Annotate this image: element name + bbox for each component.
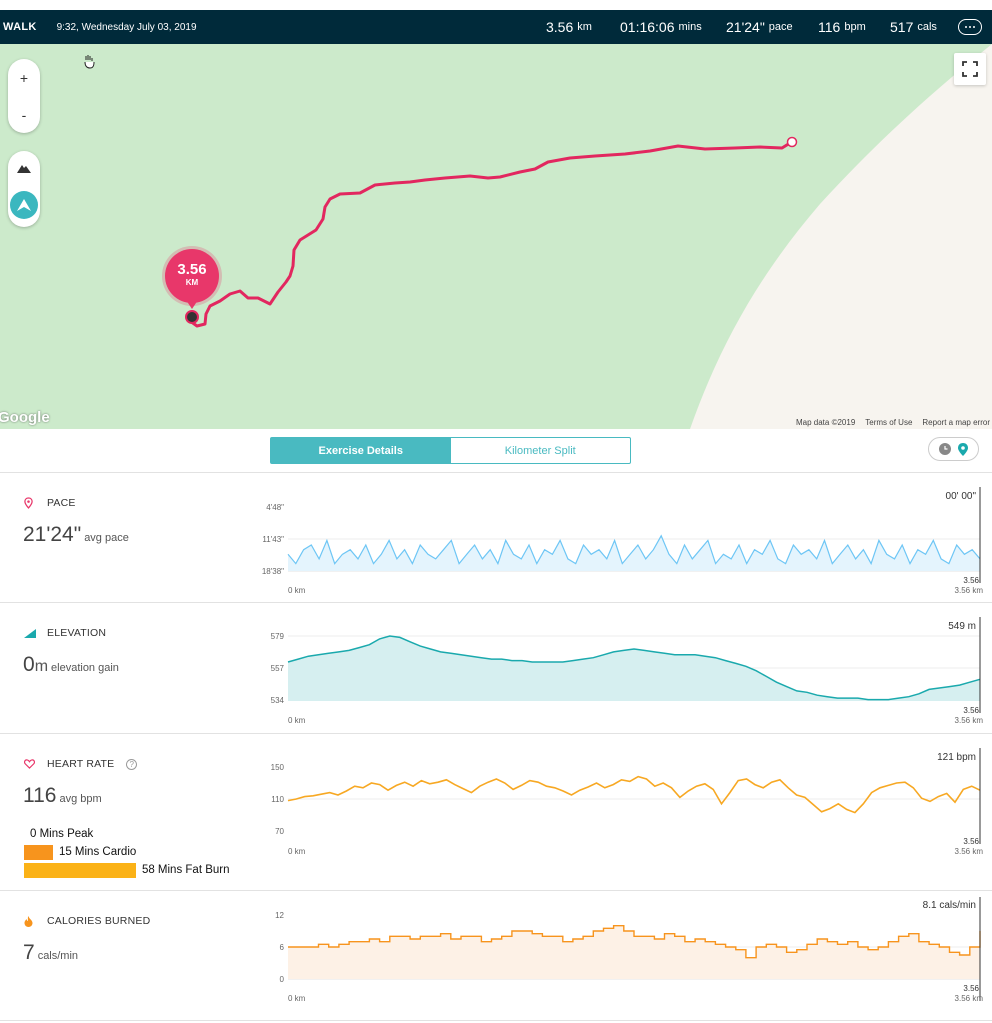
- y-tick: 557: [271, 664, 285, 673]
- current-value: 00' 00": [946, 491, 977, 502]
- x-end-value: 3.56: [963, 837, 979, 846]
- mountain-chart-icon: [24, 628, 38, 638]
- map-data-label: Map data ©2019: [796, 418, 856, 427]
- current-value: 121 bpm: [937, 752, 976, 763]
- activity-type: WALK: [3, 21, 37, 33]
- pace-title: PACE: [24, 497, 76, 509]
- x-start: 0 km: [288, 716, 306, 725]
- route-map[interactable]: + - 3.56 KM Google Map data ©2019 Terms …: [0, 44, 992, 429]
- heart-rate-value: 116 avg bpm: [23, 784, 102, 807]
- zoom-out-button[interactable]: -: [21, 106, 27, 123]
- y-tick: 11'43": [262, 535, 284, 544]
- x-start: 0 km: [288, 994, 306, 1003]
- location-pin-icon: [24, 497, 38, 509]
- calories-title: CALORIES BURNED: [24, 915, 150, 927]
- calories-line: [288, 925, 981, 959]
- location-pin-icon[interactable]: [958, 442, 969, 456]
- x-end-value: 3.56: [963, 706, 979, 715]
- calories-value: 7 cals/min: [23, 941, 79, 964]
- map-attribution: Map data ©2019 Terms of Use Report a map…: [796, 418, 990, 427]
- calories-chart: 12 6 0 8.1 cals/min 0 km 3.56 3.56 km: [275, 897, 984, 1003]
- x-end-value: 3.56: [963, 984, 979, 993]
- x-start: 0 km: [288, 586, 306, 595]
- calories-section: CALORIES BURNED 7 cals/min 12 6 0 8.1 cal…: [0, 891, 992, 1021]
- flame-icon: [24, 915, 38, 927]
- help-icon[interactable]: ?: [126, 758, 138, 770]
- current-value: 8.1 cals/min: [923, 900, 976, 911]
- hand-cursor-icon: [84, 55, 95, 69]
- map-canvas: [84, 44, 992, 429]
- y-tick: 4'48": [266, 503, 284, 512]
- detail-tabs: Exercise Details Kilometer Split: [270, 437, 631, 464]
- route-start-marker: [786, 136, 798, 148]
- activity-header: WALK 9:32, Wednesday July 03, 2019 3.56 k…: [0, 10, 992, 44]
- tab-kilometer-split[interactable]: Kilometer Split: [504, 444, 576, 457]
- y-tick: 70: [275, 827, 284, 836]
- y-tick: 579: [271, 632, 285, 641]
- report-error-link[interactable]: Report a map error: [922, 418, 990, 427]
- y-tick: 12: [275, 911, 284, 920]
- pace-stat: 21'24" pace: [726, 19, 793, 35]
- zoom-in-button[interactable]: +: [19, 69, 29, 86]
- elevation-line: [287, 635, 981, 701]
- zone-peak: 0 Mins Peak: [30, 828, 94, 840]
- terms-link[interactable]: Terms of Use: [865, 418, 913, 427]
- y-tick: 534: [271, 696, 285, 705]
- heart-rate-section: HEART RATE ? 116 avg bpm 0 Mins Peak 15 M…: [0, 734, 992, 891]
- x-end: 3.56 km: [955, 847, 984, 856]
- activity-datetime: 9:32, Wednesday July 03, 2019: [56, 21, 197, 33]
- zone-fat-burn: 58 Mins Fat Burn: [24, 861, 230, 879]
- google-logo: Google: [0, 409, 50, 426]
- clock-icon[interactable]: [938, 443, 951, 455]
- mountain-icon[interactable]: [8, 151, 40, 185]
- pace-area: [288, 535, 980, 571]
- elevation-area: [288, 636, 980, 701]
- y-tick: 18'38": [262, 567, 284, 576]
- pace-chart: 4'48" 11'43" 18'38" 00' 00" 0 km 3.56 3.…: [262, 487, 984, 595]
- heart-rate-stat: 116 bpm: [818, 19, 866, 35]
- elevation-value: 0m elevation gain: [23, 653, 119, 676]
- x-end: 3.56 km: [955, 586, 984, 595]
- x-end: 3.56 km: [955, 716, 984, 725]
- y-tick: 6: [280, 943, 285, 952]
- water-area: [690, 44, 992, 429]
- y-tick: 0: [280, 975, 285, 984]
- duration-stat: 01:16:06 mins: [620, 19, 702, 35]
- detail-tabs-bar: Exercise Details Kilometer Split: [0, 429, 992, 473]
- x-end-value: 3.56: [963, 576, 979, 585]
- heart-rate-chart: 150 110 70 121 bpm 0 km 3.56 3.56 km: [271, 748, 984, 856]
- pace-value: 21'24" avg pace: [23, 523, 129, 546]
- heart-rate-title: HEART RATE ?: [24, 758, 138, 770]
- distance-stat: 3.56 km: [546, 19, 592, 35]
- route-path: [188, 141, 792, 328]
- pace-line: [287, 534, 981, 566]
- view-toggle[interactable]: [928, 437, 979, 461]
- distance-marker-tail: [186, 300, 198, 309]
- fullscreen-icon[interactable]: [954, 53, 986, 85]
- calories-stat: 517 cals: [890, 19, 937, 35]
- route-end-marker: [185, 310, 199, 324]
- y-tick: 110: [271, 795, 284, 804]
- pace-section: PACE 21'24" avg pace 4'48" 11'43" 18'38" …: [0, 473, 992, 603]
- zoom-control: + -: [8, 59, 40, 133]
- x-end: 3.56 km: [955, 994, 984, 1003]
- y-tick: 150: [271, 763, 285, 772]
- heart-rate-line: [287, 775, 981, 814]
- heart-icon: [24, 759, 38, 769]
- elevation-title: ELEVATION: [24, 627, 106, 639]
- map-type-control: [8, 151, 40, 227]
- distance-marker: 3.56 KM: [165, 249, 219, 303]
- more-options-icon[interactable]: [958, 19, 982, 35]
- elevation-chart: 579 557 534 549 m 0 km 3.56 3.56 km: [271, 617, 984, 725]
- elevation-section: ELEVATION 0m elevation gain 579 557 534 5…: [0, 603, 992, 734]
- tab-exercise-details[interactable]: Exercise Details: [271, 438, 451, 463]
- current-value: 549 m: [948, 621, 976, 632]
- zone-cardio: 15 Mins Cardio: [24, 843, 230, 861]
- heart-rate-zones: 0 Mins Peak 15 Mins Cardio 58 Mins Fat B…: [24, 825, 230, 879]
- x-start: 0 km: [288, 847, 306, 856]
- navigation-arrow-icon[interactable]: [10, 191, 38, 219]
